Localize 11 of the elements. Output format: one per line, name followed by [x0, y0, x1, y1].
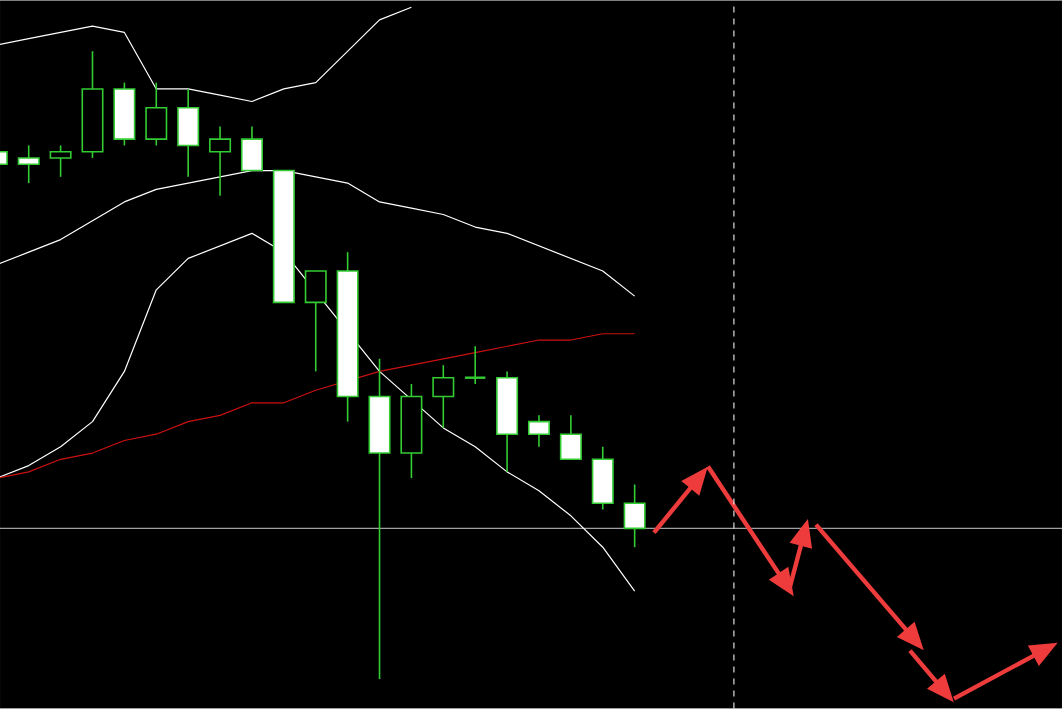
candlestick	[432, 364, 455, 430]
candlestick	[304, 270, 327, 373]
candlestick	[559, 414, 582, 461]
candlestick	[17, 145, 40, 185]
candlestick	[49, 145, 72, 179]
candlestick	[527, 414, 550, 448]
candlestick	[623, 484, 646, 549]
candlestick	[463, 345, 487, 386]
candlestick	[145, 82, 168, 147]
candlestick	[209, 126, 232, 197]
candlestick	[591, 446, 614, 511]
